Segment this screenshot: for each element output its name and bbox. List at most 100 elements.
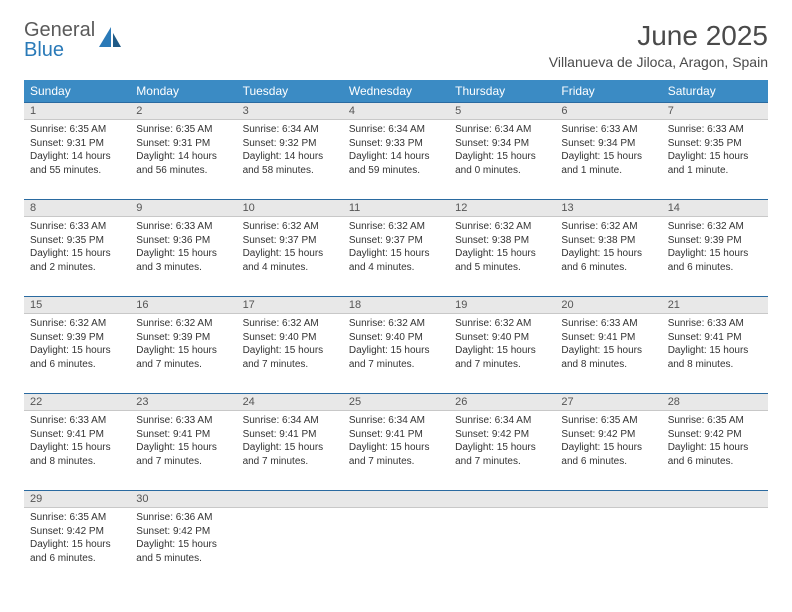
weekday-header: Saturday xyxy=(662,80,768,103)
day-number-cell: 24 xyxy=(237,394,343,411)
sunset-line: Sunset: 9:37 PM xyxy=(349,234,443,248)
day-number-cell: 17 xyxy=(237,297,343,314)
logo-word-blue: Blue xyxy=(24,39,64,61)
sunrise-line: Sunrise: 6:34 AM xyxy=(349,123,443,137)
daylight-line: Daylight: 15 hours and 7 minutes. xyxy=(455,441,549,468)
sunrise-line: Sunrise: 6:34 AM xyxy=(455,414,549,428)
sunset-line: Sunset: 9:41 PM xyxy=(243,428,337,442)
day-cell: Sunrise: 6:34 AMSunset: 9:42 PMDaylight:… xyxy=(449,411,555,491)
day-cell xyxy=(449,508,555,588)
daylight-line: Daylight: 15 hours and 8 minutes. xyxy=(668,344,762,371)
daylight-line: Daylight: 15 hours and 8 minutes. xyxy=(30,441,124,468)
day-cell: Sunrise: 6:32 AMSunset: 9:37 PMDaylight:… xyxy=(237,217,343,297)
logo-sail-icon xyxy=(97,25,123,56)
day-number-cell: 2 xyxy=(130,103,236,120)
sunrise-line: Sunrise: 6:35 AM xyxy=(668,414,762,428)
day-number-cell: 23 xyxy=(130,394,236,411)
sunset-line: Sunset: 9:35 PM xyxy=(30,234,124,248)
logo-text: General Blue xyxy=(24,20,95,60)
sunset-line: Sunset: 9:42 PM xyxy=(455,428,549,442)
daylight-line: Daylight: 15 hours and 1 minute. xyxy=(561,150,655,177)
day-cell: Sunrise: 6:33 AMSunset: 9:34 PMDaylight:… xyxy=(555,120,661,200)
sunset-line: Sunset: 9:42 PM xyxy=(30,525,124,539)
day-number-cell: 16 xyxy=(130,297,236,314)
day-cell: Sunrise: 6:32 AMSunset: 9:38 PMDaylight:… xyxy=(555,217,661,297)
daylight-line: Daylight: 15 hours and 6 minutes. xyxy=(30,344,124,371)
day-cell: Sunrise: 6:32 AMSunset: 9:40 PMDaylight:… xyxy=(343,314,449,394)
day-number-cell xyxy=(662,491,768,508)
day-cell xyxy=(662,508,768,588)
day-number-cell: 5 xyxy=(449,103,555,120)
daylight-line: Daylight: 15 hours and 5 minutes. xyxy=(455,247,549,274)
sunrise-line: Sunrise: 6:33 AM xyxy=(30,220,124,234)
sunset-line: Sunset: 9:34 PM xyxy=(561,137,655,151)
sunset-line: Sunset: 9:38 PM xyxy=(455,234,549,248)
sunrise-line: Sunrise: 6:32 AM xyxy=(668,220,762,234)
sunrise-line: Sunrise: 6:33 AM xyxy=(668,317,762,331)
daylight-line: Daylight: 14 hours and 55 minutes. xyxy=(30,150,124,177)
daylight-line: Daylight: 14 hours and 56 minutes. xyxy=(136,150,230,177)
day-cell: Sunrise: 6:35 AMSunset: 9:42 PMDaylight:… xyxy=(555,411,661,491)
sunset-line: Sunset: 9:40 PM xyxy=(349,331,443,345)
daylight-line: Daylight: 15 hours and 7 minutes. xyxy=(243,344,337,371)
weekday-header: Thursday xyxy=(449,80,555,103)
day-cell: Sunrise: 6:34 AMSunset: 9:33 PMDaylight:… xyxy=(343,120,449,200)
day-number-cell: 1 xyxy=(24,103,130,120)
day-cell xyxy=(237,508,343,588)
day-cell: Sunrise: 6:32 AMSunset: 9:40 PMDaylight:… xyxy=(449,314,555,394)
sunrise-line: Sunrise: 6:32 AM xyxy=(455,317,549,331)
day-number-cell: 22 xyxy=(24,394,130,411)
day-cell: Sunrise: 6:34 AMSunset: 9:41 PMDaylight:… xyxy=(343,411,449,491)
sunset-line: Sunset: 9:40 PM xyxy=(243,331,337,345)
day-number-cell xyxy=(449,491,555,508)
page-title: June 2025 xyxy=(549,20,768,52)
day-cell: Sunrise: 6:33 AMSunset: 9:35 PMDaylight:… xyxy=(662,120,768,200)
sunrise-line: Sunrise: 6:32 AM xyxy=(561,220,655,234)
sunrise-line: Sunrise: 6:33 AM xyxy=(668,123,762,137)
logo: General Blue xyxy=(24,20,123,60)
daylight-line: Daylight: 15 hours and 6 minutes. xyxy=(668,441,762,468)
sunrise-line: Sunrise: 6:33 AM xyxy=(136,414,230,428)
day-cell xyxy=(343,508,449,588)
sunset-line: Sunset: 9:34 PM xyxy=(455,137,549,151)
daylight-line: Daylight: 15 hours and 7 minutes. xyxy=(243,441,337,468)
day-number-cell: 3 xyxy=(237,103,343,120)
sunset-line: Sunset: 9:42 PM xyxy=(561,428,655,442)
sunset-line: Sunset: 9:33 PM xyxy=(349,137,443,151)
weekday-header: Sunday xyxy=(24,80,130,103)
sunset-line: Sunset: 9:41 PM xyxy=(349,428,443,442)
sunrise-line: Sunrise: 6:35 AM xyxy=(136,123,230,137)
sunset-line: Sunset: 9:42 PM xyxy=(136,525,230,539)
sunrise-line: Sunrise: 6:34 AM xyxy=(349,414,443,428)
sunset-line: Sunset: 9:42 PM xyxy=(668,428,762,442)
page-subtitle: Villanueva de Jiloca, Aragon, Spain xyxy=(549,54,768,70)
day-number-cell xyxy=(237,491,343,508)
daylight-line: Daylight: 15 hours and 7 minutes. xyxy=(136,344,230,371)
day-number-cell: 21 xyxy=(662,297,768,314)
weekday-header: Friday xyxy=(555,80,661,103)
day-cell: Sunrise: 6:34 AMSunset: 9:32 PMDaylight:… xyxy=(237,120,343,200)
sunset-line: Sunset: 9:31 PM xyxy=(30,137,124,151)
sunset-line: Sunset: 9:38 PM xyxy=(561,234,655,248)
day-cell: Sunrise: 6:35 AMSunset: 9:31 PMDaylight:… xyxy=(130,120,236,200)
daylight-line: Daylight: 15 hours and 6 minutes. xyxy=(30,538,124,565)
sunset-line: Sunset: 9:39 PM xyxy=(136,331,230,345)
sunrise-line: Sunrise: 6:35 AM xyxy=(30,511,124,525)
sunrise-line: Sunrise: 6:36 AM xyxy=(136,511,230,525)
day-number-cell: 30 xyxy=(130,491,236,508)
day-cell: Sunrise: 6:32 AMSunset: 9:39 PMDaylight:… xyxy=(24,314,130,394)
sunset-line: Sunset: 9:41 PM xyxy=(30,428,124,442)
day-cell: Sunrise: 6:34 AMSunset: 9:34 PMDaylight:… xyxy=(449,120,555,200)
daylight-line: Daylight: 15 hours and 7 minutes. xyxy=(455,344,549,371)
daylight-line: Daylight: 15 hours and 8 minutes. xyxy=(561,344,655,371)
day-cell: Sunrise: 6:35 AMSunset: 9:42 PMDaylight:… xyxy=(24,508,130,588)
sunrise-line: Sunrise: 6:32 AM xyxy=(136,317,230,331)
day-number-cell: 28 xyxy=(662,394,768,411)
daylight-line: Daylight: 14 hours and 59 minutes. xyxy=(349,150,443,177)
day-number-cell: 11 xyxy=(343,200,449,217)
day-cell: Sunrise: 6:36 AMSunset: 9:42 PMDaylight:… xyxy=(130,508,236,588)
sunrise-line: Sunrise: 6:33 AM xyxy=(561,123,655,137)
day-number-cell: 6 xyxy=(555,103,661,120)
daylight-line: Daylight: 15 hours and 6 minutes. xyxy=(561,441,655,468)
day-number-cell: 10 xyxy=(237,200,343,217)
